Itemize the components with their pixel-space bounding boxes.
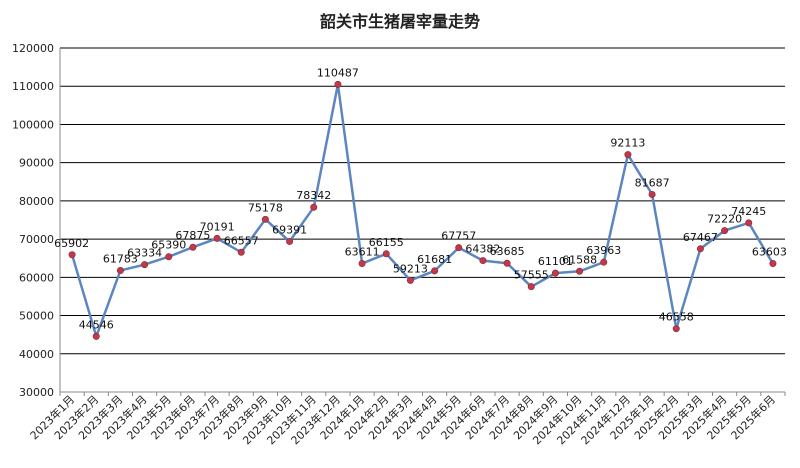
data-point [141,261,149,269]
y-tick-label: 40000 [19,348,54,361]
data-point [92,332,100,340]
data-point [358,260,366,268]
y-tick-label: 100000 [12,118,54,131]
data-point [455,244,463,252]
data-label: 78342 [296,189,331,202]
data-point [382,250,390,258]
data-label: 67875 [175,229,210,242]
data-point [116,267,124,275]
data-point [551,269,559,277]
data-label: 63963 [586,244,621,257]
data-label: 61588 [562,253,597,266]
data-label: 75178 [248,201,283,214]
data-point [213,234,221,242]
data-point [527,283,535,291]
data-point [68,251,76,259]
data-label: 110487 [317,66,359,79]
data-point [431,267,439,275]
data-point [769,260,777,268]
data-label: 65390 [151,239,186,252]
data-point [696,245,704,253]
data-point [286,237,294,245]
data-label: 64382 [465,243,500,256]
data-point [721,227,729,235]
data-label: 61783 [103,253,138,266]
data-label: 66557 [224,234,259,247]
data-point [576,267,584,275]
y-tick-label: 110000 [12,80,54,93]
data-label: 70191 [200,220,235,233]
data-label: 59213 [393,262,428,275]
series-line [70,83,774,338]
data-point [648,190,656,198]
y-tick-label: 120000 [12,42,54,55]
data-label: 63603 [752,246,787,259]
data-label: 92113 [610,137,645,150]
data-point [165,253,173,261]
y-tick-label: 50000 [19,310,54,323]
data-point [237,248,245,256]
data-point [406,276,414,284]
data-label: 61681 [417,253,452,266]
data-label: 66155 [369,236,404,249]
data-label: 46558 [659,311,694,324]
data-label: 65902 [54,237,89,250]
data-label: 63685 [490,245,525,258]
y-tick-label: 70000 [19,233,54,246]
data-label: 61101 [538,255,573,268]
data-label: 57555 [514,269,549,282]
data-point [310,203,318,211]
data-point [672,325,680,333]
data-point [189,243,197,251]
y-tick-label: 80000 [19,195,54,208]
data-point [745,219,753,227]
data-label: 44546 [79,318,114,331]
data-label: 81687 [635,176,670,189]
data-label: 69391 [272,223,307,236]
data-point [600,258,608,266]
y-tick-label: 60000 [19,271,54,284]
data-point [479,257,487,265]
data-label: 67757 [441,230,476,243]
data-label: 63611 [345,246,380,259]
data-label: 63334 [127,247,162,260]
data-label: 72220 [707,213,742,226]
y-tick-label: 90000 [19,157,54,170]
data-label: 67467 [683,231,718,244]
data-point [624,151,632,159]
data-point [503,259,511,267]
y-tick-label: 30000 [19,386,54,399]
data-point [334,80,342,88]
data-point [261,215,269,223]
data-label: 74245 [731,205,766,218]
chart-title: 韶关市生猪屠宰量走势 [319,12,480,31]
